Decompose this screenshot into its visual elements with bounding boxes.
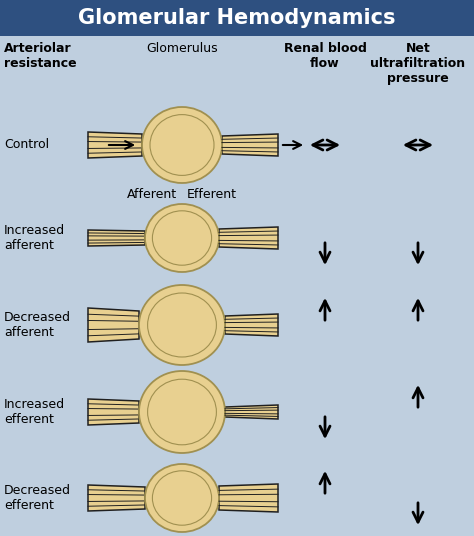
Polygon shape: [88, 132, 142, 158]
Text: Increased
afferent: Increased afferent: [4, 224, 65, 252]
Polygon shape: [222, 134, 278, 156]
Text: Decreased
efferent: Decreased efferent: [4, 484, 71, 512]
Text: Glomerular Hemodynamics: Glomerular Hemodynamics: [78, 8, 396, 28]
Polygon shape: [88, 485, 145, 511]
Text: Glomerulus: Glomerulus: [146, 42, 218, 55]
Text: Increased
efferent: Increased efferent: [4, 398, 65, 426]
Polygon shape: [88, 399, 139, 425]
Polygon shape: [219, 227, 278, 249]
Ellipse shape: [145, 204, 219, 272]
Text: Efferent: Efferent: [187, 188, 237, 201]
Polygon shape: [219, 484, 278, 512]
Polygon shape: [225, 314, 278, 336]
Ellipse shape: [142, 107, 222, 183]
Polygon shape: [88, 308, 139, 342]
Bar: [0, 0, 474, 36]
Text: Control: Control: [4, 138, 49, 152]
Text: Net
ultrafiltration
pressure: Net ultrafiltration pressure: [371, 42, 465, 85]
Ellipse shape: [145, 464, 219, 532]
Polygon shape: [88, 230, 145, 246]
Text: Arteriolar
resistance: Arteriolar resistance: [4, 42, 77, 70]
Text: Decreased
afferent: Decreased afferent: [4, 311, 71, 339]
Polygon shape: [225, 405, 278, 419]
Text: Afferent: Afferent: [127, 188, 177, 201]
Ellipse shape: [139, 285, 225, 365]
Ellipse shape: [139, 371, 225, 453]
Text: Renal blood
flow: Renal blood flow: [283, 42, 366, 70]
